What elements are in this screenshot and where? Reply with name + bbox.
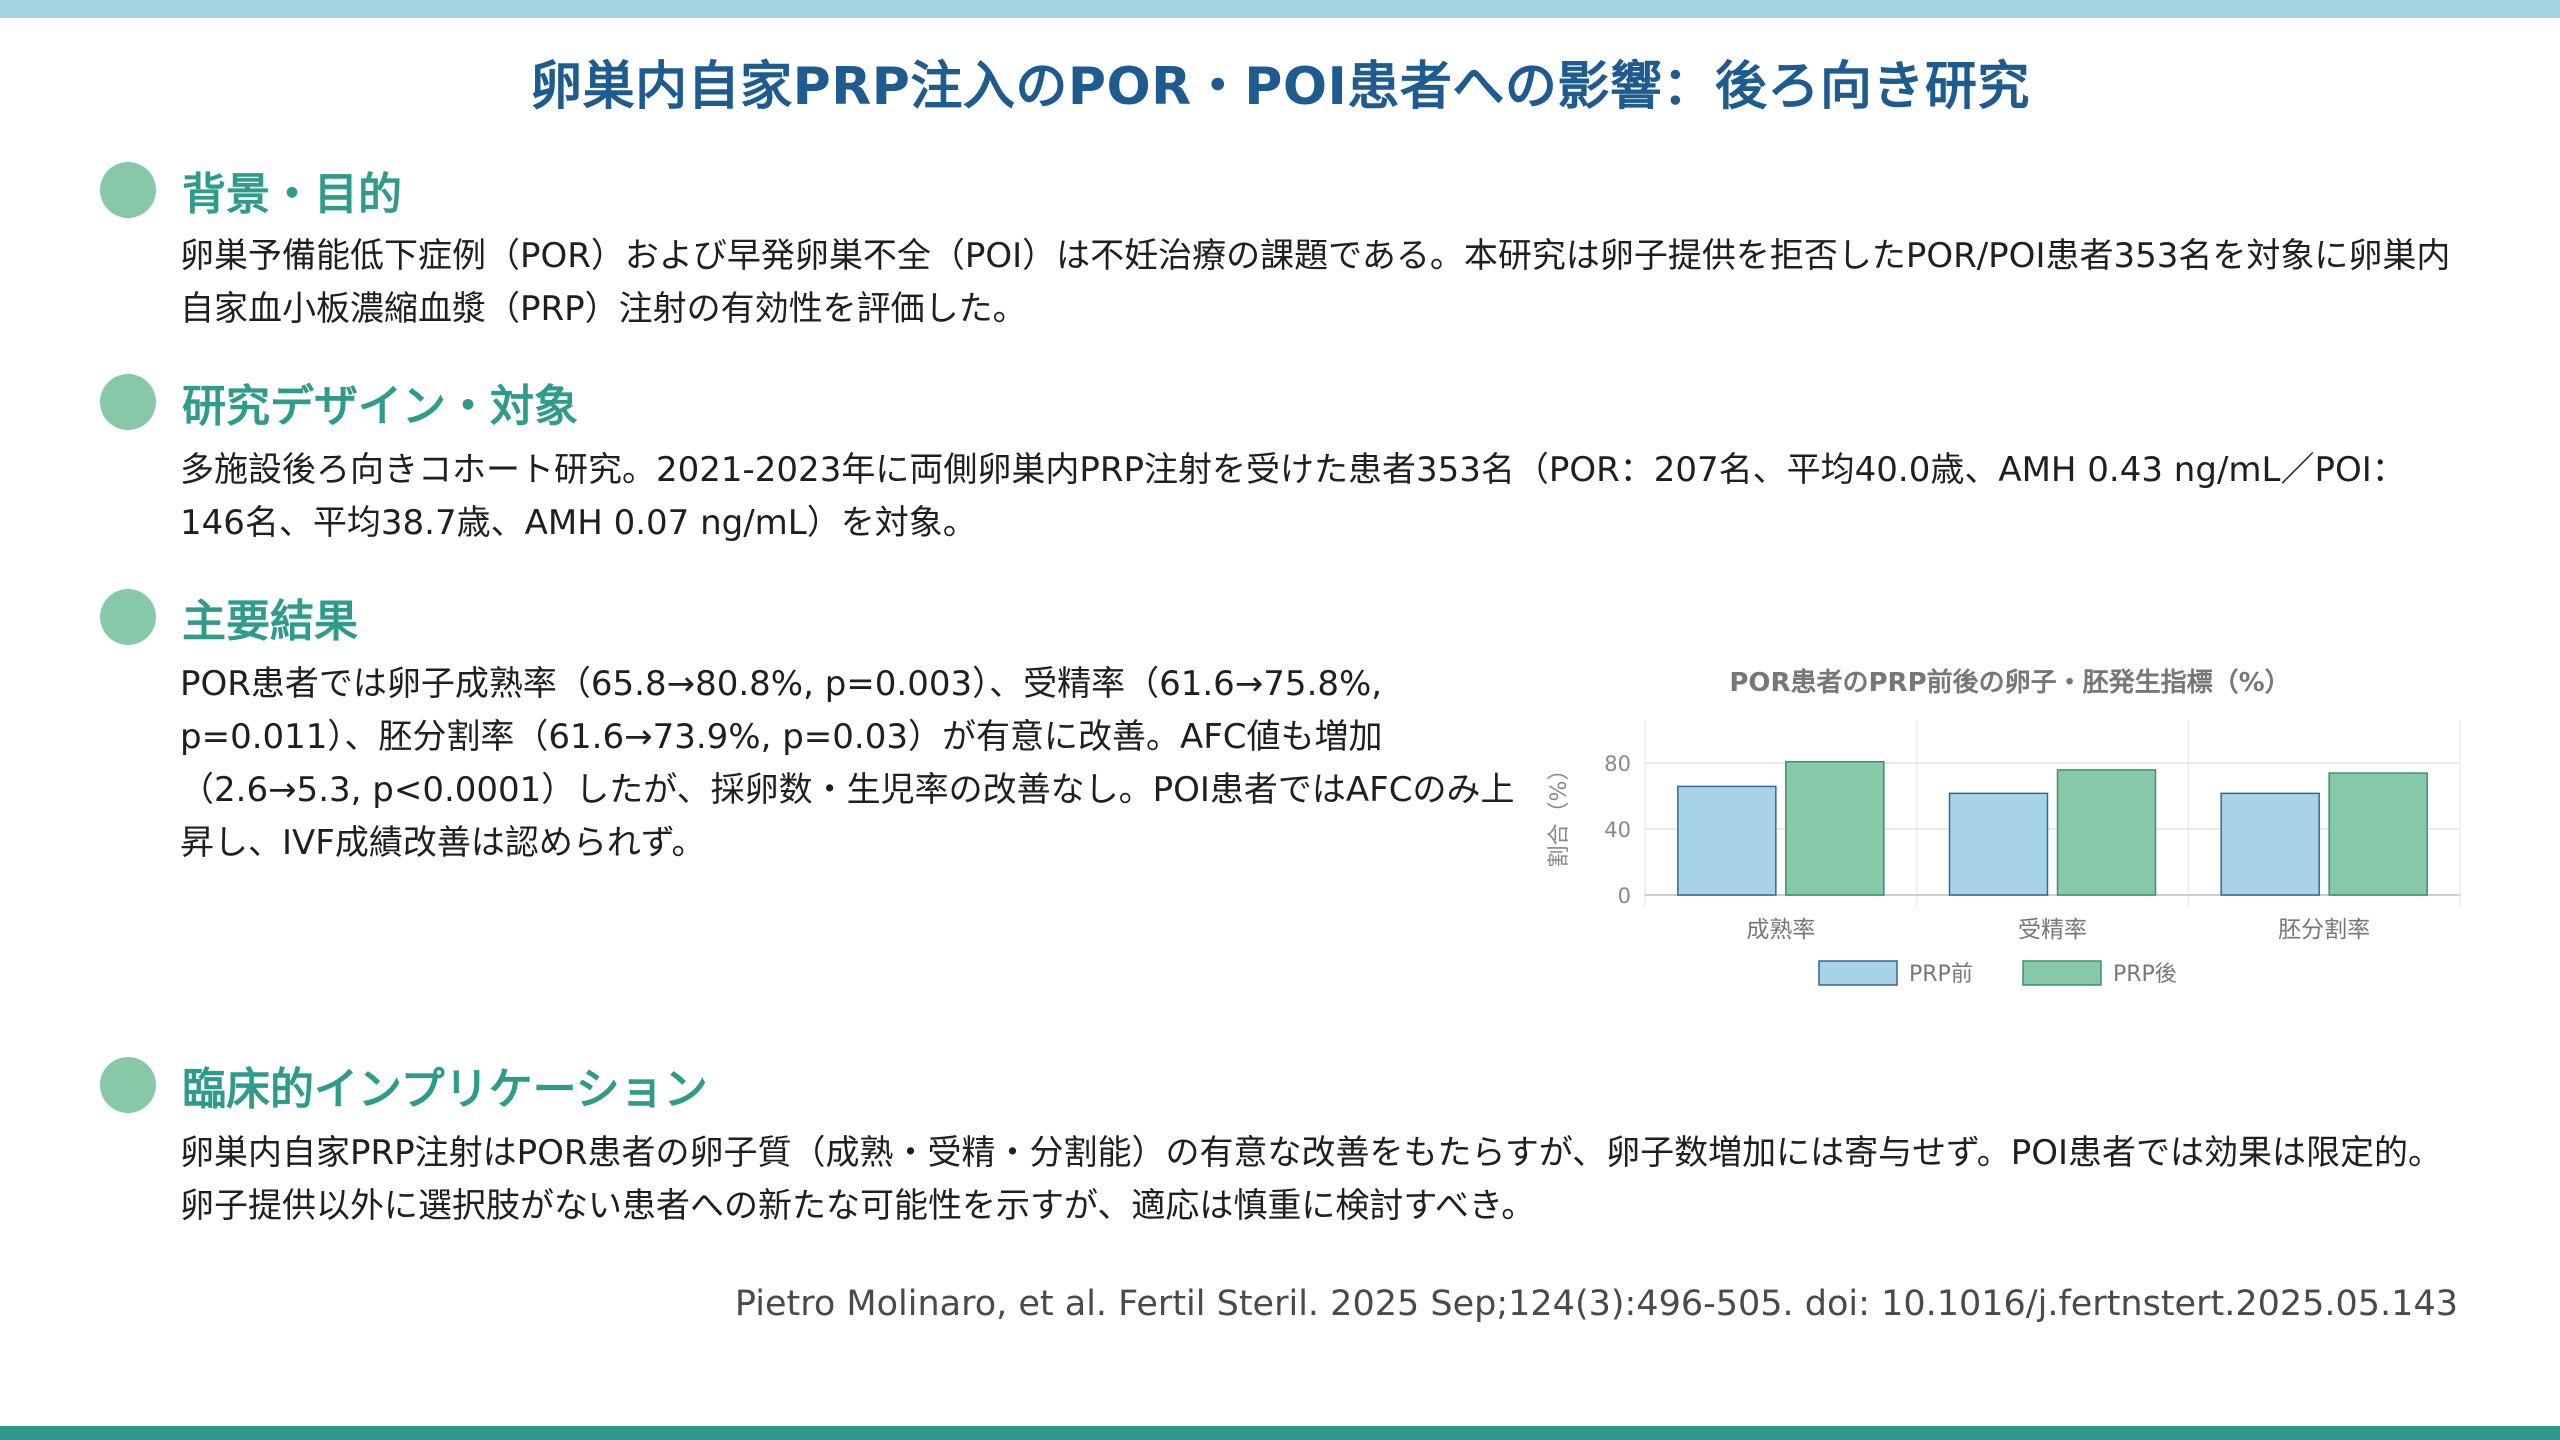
- results-bar-chart: POR患者のPRP前後の卵子・胚発生指標（%） 割合（%） 0 40 80 成熟率 受精…: [1547, 667, 2461, 987]
- chart-y-tick-label: 40: [1604, 818, 1631, 842]
- chart-x-tick-label: 受精率: [2018, 917, 2087, 943]
- page-title: 卵巣内自家PRP注入のPOR・POI患者への影響：後ろ向き研究: [530, 57, 2030, 117]
- bullet-dot-icon: [100, 162, 156, 218]
- bullet-dot-icon: [100, 374, 156, 430]
- chart-x-tick-label: 成熟率: [1746, 917, 1815, 943]
- chart-legend-swatch: [1818, 960, 1898, 986]
- section-results-header: 主要結果: [100, 585, 358, 649]
- section-implications-text: 卵巣内自家PRP注射はPOR患者の卵子質（成熟・受精・分割能）の有意な改善をもた…: [180, 1133, 2443, 1226]
- citation: Pietro Molinaro, et al. Fertil Steril. 2…: [734, 1284, 2458, 1324]
- section-implications-title: 臨床的インプリケーション: [182, 1064, 708, 1115]
- section-design-text: 多施設後ろ向きコホート研究。2021-2023年に両側卵巣内PRP注射を受けた患…: [180, 450, 2406, 543]
- chart-y-axis-label: 割合（%）: [1547, 759, 1572, 868]
- chart-bar: [2220, 792, 2320, 896]
- top-accent-bar: [0, 0, 2560, 18]
- chart-bar: [2328, 772, 2428, 896]
- bullet-dot-icon: [100, 1057, 156, 1113]
- chart-bar: [1677, 785, 1777, 896]
- section-design-header: 研究デザイン・対象: [100, 370, 578, 434]
- bottom-accent-bar: [0, 1426, 2560, 1440]
- chart-legend-label: PRP前: [1909, 962, 1973, 987]
- chart-y-tick-label: 80: [1604, 752, 1631, 776]
- section-background-text: 卵巣予備能低下症例（POR）および早発卵巣不全（POI）は不妊治療の課題である。…: [180, 236, 2451, 329]
- chart-bar: [2056, 769, 2157, 896]
- chart-bar: [1948, 792, 2049, 896]
- section-results-title: 主要結果: [182, 596, 358, 647]
- chart-bar: [1785, 760, 1885, 896]
- section-background-title: 背景・目的: [182, 169, 402, 220]
- chart-y-tick-label: 0: [1618, 884, 1631, 908]
- chart-legend-label: PRP後: [2113, 962, 2177, 987]
- section-results-text: POR患者では卵子成熟率（65.8→80.8%, p=0.003）、受精率（61…: [180, 664, 1515, 863]
- section-design-title: 研究デザイン・対象: [182, 381, 578, 432]
- chart-legend-swatch: [2022, 960, 2102, 986]
- section-implications-header: 臨床的インプリケーション: [100, 1053, 708, 1117]
- chart-title: POR患者のPRP前後の卵子・胚発生指標（%）: [1729, 667, 2290, 698]
- section-background-header: 背景・目的: [100, 158, 402, 222]
- chart-x-tick-label: 胚分割率: [2278, 917, 2370, 943]
- bullet-dot-icon: [100, 589, 156, 645]
